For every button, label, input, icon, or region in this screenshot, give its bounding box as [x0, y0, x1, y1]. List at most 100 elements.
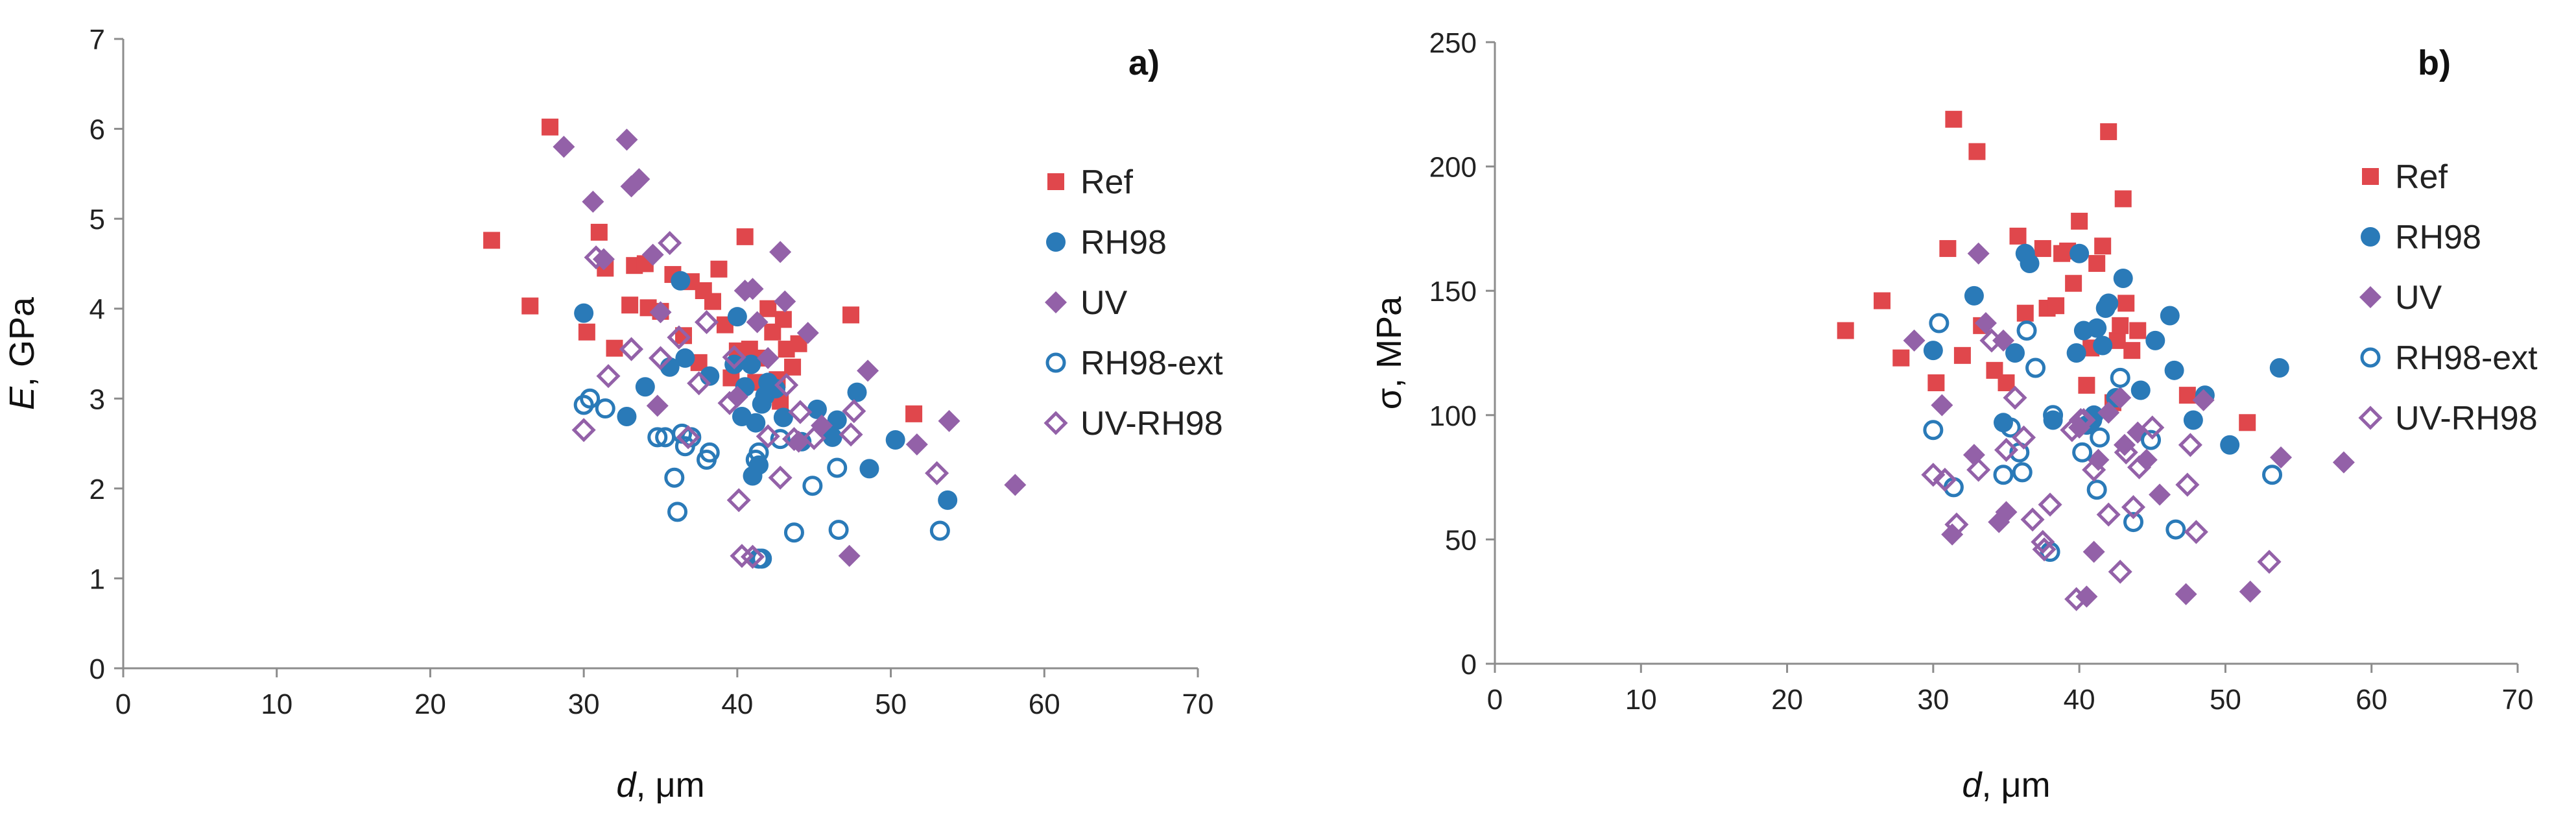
data-point [2178, 387, 2196, 404]
series-rh98-a [574, 271, 958, 510]
data-point [2068, 407, 2093, 432]
data-point [2257, 550, 2282, 574]
data-point [769, 241, 792, 263]
data-point [842, 399, 866, 424]
data-point [1967, 242, 1990, 265]
data-point [2086, 479, 2107, 500]
data-point [2114, 190, 2132, 208]
data-point [2123, 512, 2143, 533]
data-point [2175, 583, 2197, 605]
legend-label-uv-rh98: UV-RH98 [1080, 405, 1223, 442]
data-point [726, 385, 748, 408]
data-point [925, 461, 949, 485]
data-point [2064, 587, 2089, 611]
data-point [2127, 455, 2152, 479]
data-point [2108, 559, 2132, 584]
data-point [1931, 394, 1953, 417]
data-point [2129, 322, 2147, 339]
data-point [2032, 537, 2057, 562]
legend-label-uv: UV [2395, 279, 2442, 317]
data-point [2269, 357, 2289, 378]
legend-a: Ref RH98 UV RH98-ext UV-RH98 [1044, 164, 1223, 442]
y-tick-label-a: 4 [89, 294, 105, 326]
data-point [726, 488, 751, 513]
data-point [2003, 385, 2027, 410]
y-tick-label-a: 1 [89, 563, 105, 595]
data-point [1874, 292, 1891, 309]
data-point [741, 354, 761, 374]
data-point [717, 391, 742, 415]
data-point [2239, 414, 2256, 431]
data-point [773, 407, 793, 428]
data-point [2220, 435, 2240, 455]
legend-label-rh98-ext: RH98-ext [2395, 339, 2538, 377]
data-point [1929, 313, 1950, 333]
data-point [748, 442, 769, 463]
series-uv-rh98-b [1921, 328, 2282, 611]
data-point [802, 426, 826, 450]
y-tick-label-a: 2 [89, 474, 105, 505]
data-point [664, 467, 685, 488]
data-point [628, 168, 650, 191]
data-point [2071, 212, 2088, 230]
data-point [2141, 430, 2162, 450]
data-point [1968, 143, 1986, 160]
data-point [596, 364, 621, 389]
data-point [857, 359, 879, 382]
x-tick-label-b: 40 [2064, 684, 2095, 716]
legend-label-uv: UV [1080, 284, 1128, 322]
data-point [885, 430, 905, 450]
x-tick-label-b: 50 [2210, 684, 2241, 716]
data-point [827, 457, 848, 478]
data-point [553, 136, 575, 158]
data-point [2020, 507, 2045, 532]
data-point [658, 231, 682, 256]
data-point [838, 544, 861, 567]
data-point [2093, 335, 2113, 356]
data-point [621, 297, 639, 314]
data-point [694, 309, 719, 335]
data-point [2110, 367, 2130, 388]
data-point [783, 522, 804, 543]
x-tick-label-b: 60 [2355, 684, 2387, 716]
data-point [1933, 467, 1957, 492]
data-point [2121, 495, 2146, 520]
legend-marker-uv-rh98 [2358, 406, 2383, 430]
x-tick-label-a: 50 [875, 688, 907, 720]
data-point [2031, 529, 2055, 554]
data-point [2043, 410, 2063, 430]
data-point [2135, 448, 2158, 471]
x-tick-label-a: 10 [261, 688, 292, 720]
y-axis-title-b: σ, MPa [1370, 296, 1409, 409]
y-tick-label-b: 200 [1429, 152, 1477, 184]
y-tick-label-a: 0 [89, 653, 105, 685]
data-point [580, 388, 601, 409]
data-point [2078, 376, 2095, 394]
data-point [1953, 346, 1971, 364]
legend-label-rh98: RH98 [2395, 219, 2481, 256]
x-tick-label-b: 20 [1771, 684, 1803, 716]
data-point [2100, 123, 2117, 140]
data-point [2123, 342, 2141, 359]
data-point [757, 346, 780, 369]
data-point [578, 323, 595, 341]
data-point [574, 303, 594, 323]
legend-marker-uv [2359, 286, 2381, 308]
x-tick-label-a: 60 [1029, 688, 1060, 720]
data-point [774, 290, 796, 313]
data-point [847, 382, 867, 402]
data-point [796, 322, 819, 345]
data-point [2071, 407, 2096, 432]
data-point [542, 118, 559, 136]
data-point [2270, 446, 2293, 468]
data-point [2047, 297, 2065, 315]
data-point [635, 377, 655, 397]
data-point [615, 128, 638, 151]
data-point [1966, 457, 1991, 482]
data-point [2097, 401, 2120, 424]
data-point [722, 345, 746, 370]
data-point [617, 407, 637, 426]
data-point [2012, 462, 2033, 483]
